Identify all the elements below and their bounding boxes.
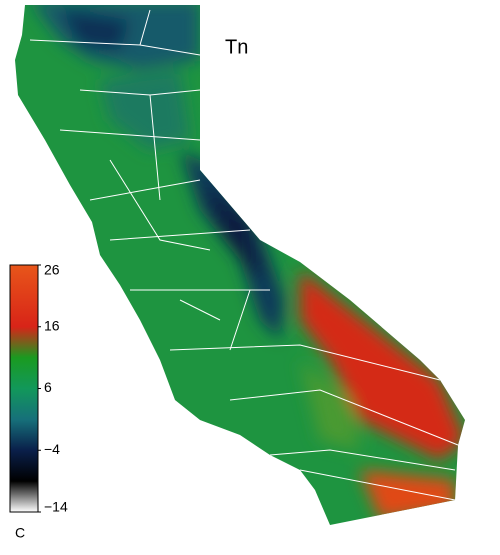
map-title: Tn [225,36,248,58]
colorbar-tick-label: 16 [44,317,60,333]
colorbar: C 26 16 6 −4 −14 [9,262,68,541]
colorbar-tick-label: −4 [44,441,60,457]
colorbar-tick-label: 6 [44,379,52,395]
colorbar-scale [9,264,39,513]
colorbar-tick-label: −14 [44,499,68,515]
colorbar-tick-label: 26 [44,262,60,278]
colorbar-unit: C [15,525,25,541]
